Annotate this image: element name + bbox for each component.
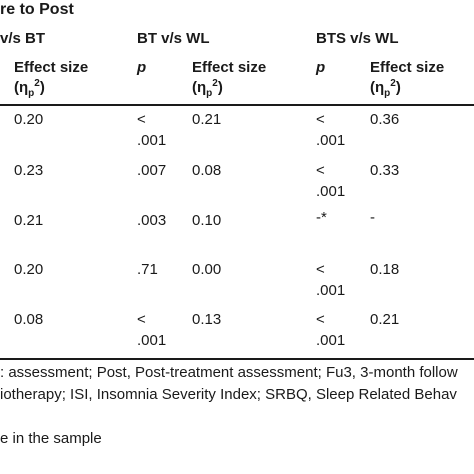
group-header-pre-to-post: re to Post <box>0 1 74 18</box>
footnote-abbreviations-line-1: : assessment; Post, Post-treatment asses… <box>0 364 458 381</box>
eta-label-3: (ηp2) <box>370 78 401 99</box>
eta-label-2: (ηp2) <box>192 78 223 99</box>
eta-label-1: (ηp2) <box>14 78 45 99</box>
table-bottom-rule <box>0 358 474 360</box>
group-header-bts-vs-bt: v/s BT <box>0 30 46 47</box>
column-header-p-2: p <box>137 59 147 76</box>
footnote-sample-note: e in the sample <box>0 430 102 447</box>
group-header-bt-vs-wl: BT v/s WL <box>137 30 210 47</box>
header-rule <box>0 104 474 106</box>
group-header-bts-vs-wl: BTS v/s WL <box>316 30 399 47</box>
column-header-p-3: p <box>316 59 326 76</box>
footnote-abbreviations-line-2: iotherapy; ISI, Insomnia Severity Index;… <box>0 386 457 403</box>
